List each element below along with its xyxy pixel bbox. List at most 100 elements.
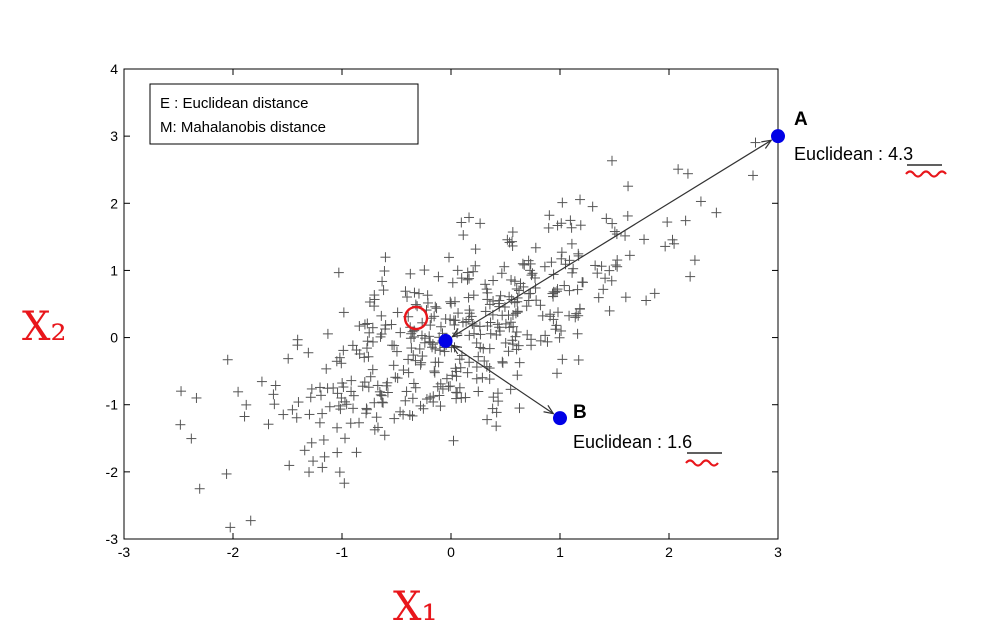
data-point (340, 433, 351, 444)
data-point (547, 288, 558, 299)
data-point (435, 345, 446, 356)
data-point (305, 392, 316, 403)
data-point (624, 250, 635, 261)
data-point (322, 328, 333, 339)
data-point (401, 386, 412, 397)
data-point (433, 271, 444, 282)
data-point (639, 234, 650, 245)
highlight-point-center (438, 333, 453, 348)
data-point (611, 229, 622, 240)
data-point (221, 468, 232, 479)
data-point (511, 344, 522, 355)
data-point (405, 333, 416, 344)
data-point (314, 382, 325, 393)
data-point (362, 336, 373, 347)
legend-entry-euclidean: E : Euclidean distance (160, 95, 308, 112)
data-point (505, 317, 516, 328)
data-point (395, 327, 406, 338)
point-b-euclidean-label: Euclidean : (573, 432, 667, 452)
data-point (441, 373, 452, 384)
data-point (377, 276, 388, 287)
data-point (291, 412, 302, 423)
y-tick-label: -2 (106, 464, 119, 480)
data-point (473, 386, 484, 397)
data-point (454, 354, 465, 365)
point-a-euclidean-label: Euclidean : (794, 144, 888, 164)
data-point (453, 308, 464, 319)
data-point (552, 284, 563, 295)
data-point (525, 288, 536, 299)
data-point (186, 433, 197, 444)
data-point (607, 218, 618, 229)
data-point (435, 321, 446, 332)
data-point (519, 259, 530, 270)
data-point (428, 396, 439, 407)
data-point (316, 390, 327, 401)
point-b-red-squiggle (685, 459, 719, 467)
data-point (407, 393, 418, 404)
point-a-euclidean: Euclidean : 4.3 (794, 144, 913, 164)
x-tick-label: -1 (336, 544, 349, 560)
data-point (377, 397, 388, 408)
data-point (543, 222, 554, 233)
data-point (494, 326, 505, 337)
data-point (379, 430, 390, 441)
data-point (556, 253, 567, 264)
data-point (429, 311, 440, 322)
data-point (225, 522, 236, 533)
y-tick-label: 0 (110, 330, 118, 346)
data-point (685, 271, 696, 282)
data-point (375, 331, 386, 342)
data-point (409, 287, 420, 298)
data-point (518, 281, 529, 292)
data-point (497, 356, 508, 367)
data-point (566, 238, 577, 249)
data-point (662, 217, 673, 228)
data-point (403, 354, 414, 365)
arrow-to-a-head-end (761, 139, 773, 149)
data-point (546, 257, 557, 268)
data-point (400, 286, 411, 297)
data-point (378, 397, 389, 408)
data-point (573, 248, 584, 259)
scatter-points (175, 137, 761, 533)
data-point (463, 292, 474, 303)
data-point (451, 393, 462, 404)
data-point (256, 376, 267, 387)
handwritten-x-axis-label: X₁ (393, 584, 438, 630)
data-point (434, 390, 445, 401)
data-point (445, 381, 456, 392)
data-point (573, 354, 584, 365)
data-point (485, 317, 496, 328)
data-point (497, 357, 508, 368)
data-point (269, 399, 280, 410)
data-point (371, 412, 382, 423)
data-point (454, 382, 465, 393)
data-point (389, 413, 400, 424)
data-point (539, 261, 550, 272)
data-point (334, 467, 345, 478)
data-point (598, 284, 609, 295)
data-point (510, 308, 521, 319)
data-point (559, 280, 570, 291)
data-point (540, 330, 551, 341)
data-point (346, 386, 357, 397)
data-point (610, 260, 621, 271)
data-point (477, 372, 488, 383)
data-point (367, 364, 378, 375)
data-point (462, 367, 473, 378)
arrow-to-a (452, 139, 772, 338)
data-point (537, 310, 548, 321)
x-tick-label: -2 (227, 544, 240, 560)
highlight-point-a (771, 129, 785, 144)
data-point (612, 255, 623, 266)
data-point (405, 268, 416, 279)
data-point (332, 422, 343, 433)
data-point (339, 396, 350, 407)
data-point (375, 389, 386, 400)
data-point (488, 275, 499, 286)
data-point (689, 255, 700, 266)
data-point (392, 373, 403, 384)
data-point (606, 275, 617, 286)
data-point (493, 396, 504, 407)
